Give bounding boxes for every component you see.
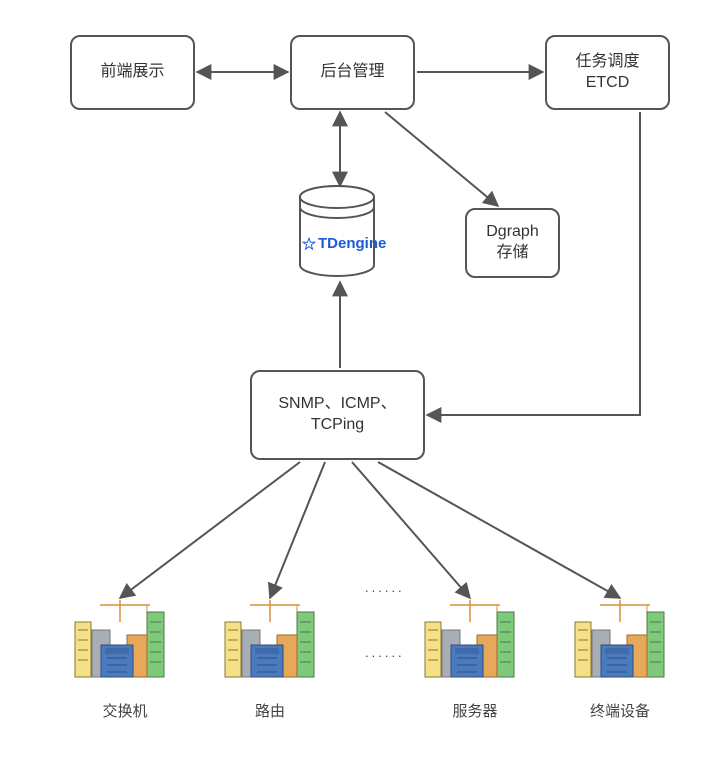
device-label-2: 服务器: [435, 700, 515, 721]
node-backend-label: 后台管理: [320, 62, 384, 83]
node-collector-label: SNMP、ICMP、 TCPing: [278, 394, 396, 436]
tdengine-label: TDengine: [302, 235, 386, 252]
ellipsis-top: ......: [365, 580, 405, 595]
tdengine-text: TDengine: [318, 235, 386, 252]
node-dgraph-label: Dgraph 存储: [486, 222, 538, 264]
node-scheduler: 任务调度 ETCD: [545, 35, 670, 110]
device-label-3: 终端设备: [580, 700, 660, 721]
node-collector: SNMP、ICMP、 TCPing: [250, 370, 425, 460]
device-label-0: 交换机: [85, 700, 165, 721]
node-dgraph: Dgraph 存储: [465, 208, 560, 278]
device-label-1: 路由: [240, 700, 300, 721]
device-icon-2: [415, 600, 525, 680]
device-icon-0: [65, 600, 175, 680]
device-icon-1: [215, 600, 325, 680]
diagram-canvas: 前端展示 后台管理 任务调度 ETCD Dgraph 存储 SNMP、ICMP、…: [0, 0, 720, 780]
device-icon-3: [565, 600, 675, 680]
ellipsis-bottom: ......: [365, 645, 405, 660]
star-icon: [302, 237, 316, 251]
node-frontend: 前端展示: [70, 35, 195, 110]
node-scheduler-label: 任务调度 ETCD: [575, 52, 639, 94]
node-backend: 后台管理: [290, 35, 415, 110]
node-frontend-label: 前端展示: [100, 62, 164, 83]
tdengine-cylinder: [300, 186, 374, 276]
